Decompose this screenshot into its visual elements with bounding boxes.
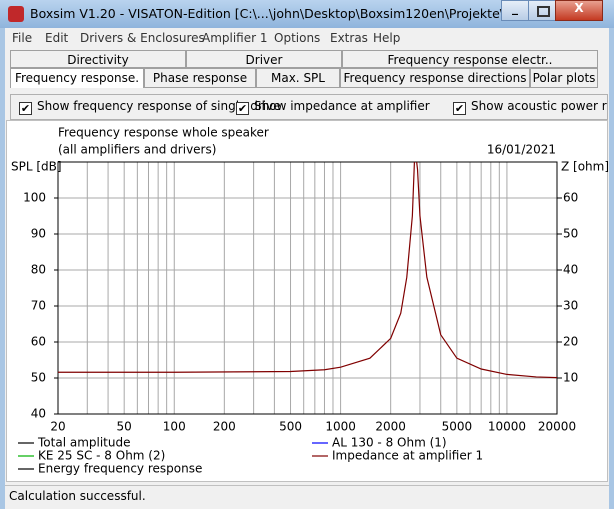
menu-item[interactable]: Drivers & Enclosures <box>80 31 205 45</box>
chart-subtitle: (all amplifiers and drivers) <box>58 143 216 157</box>
legend-label: Impedance at amplifier 1 <box>332 449 483 463</box>
title-bar: Boxsim V1.20 - VISATON-Edition [C:\...\j… <box>0 0 614 28</box>
y-tick-label: 80 <box>31 263 46 277</box>
tab[interactable]: Max. SPL <box>256 68 340 88</box>
x-tick-label: 20 <box>50 420 65 434</box>
y-tick-label: 40 <box>31 407 46 421</box>
window-title: Boxsim V1.20 - VISATON-Edition [C:\...\j… <box>30 6 579 21</box>
chart-title: Frequency response whole speaker <box>58 126 269 140</box>
option-label: Show acoustic power respon <box>471 99 607 113</box>
y2-axis-label: Z [ohm] <box>561 160 609 174</box>
status-bar <box>5 485 609 509</box>
menu-item[interactable]: Help <box>373 31 401 45</box>
tab[interactable]: Phase response <box>144 68 256 88</box>
x-tick-label: 5000 <box>442 420 473 434</box>
x-tick-label: 500 <box>279 420 302 434</box>
tab[interactable]: Frequency response electr.. <box>342 50 598 68</box>
option-checkbox[interactable]: ✔ Show acoustic power respon <box>453 99 607 115</box>
x-tick-label: 10000 <box>488 420 526 434</box>
x-tick-label: 50 <box>117 420 132 434</box>
menu-item[interactable]: Options <box>274 31 321 45</box>
menu-item[interactable]: Extras <box>330 31 368 45</box>
tab[interactable]: Frequency response. <box>10 68 144 88</box>
option-checkbox[interactable]: ✔ Show frequency response of single drive <box>19 99 281 115</box>
y2-tick-label: 20 <box>563 335 578 349</box>
y-axis-label: SPL [dB] <box>11 160 62 174</box>
legend-label: Total amplitude <box>37 436 130 450</box>
checkbox[interactable]: ✔ <box>236 102 249 115</box>
legend-label: AL 130 - 8 Ohm (1) <box>332 436 447 450</box>
option-label: Show impedance at amplifier <box>254 99 430 113</box>
legend-label: KE 25 SC - 8 Ohm (2) <box>38 449 165 463</box>
x-tick-label: 200 <box>213 420 236 434</box>
y-tick-label: 60 <box>31 335 46 349</box>
y2-tick-label: 30 <box>563 299 578 313</box>
menu-item[interactable]: File <box>12 31 33 45</box>
app-icon <box>8 6 24 22</box>
y2-tick-label: 60 <box>563 191 578 205</box>
checkbox[interactable]: ✔ <box>453 102 466 115</box>
y2-tick-label: 50 <box>563 227 578 241</box>
plot-frame <box>57 161 558 415</box>
menu-item[interactable]: Edit <box>45 31 69 45</box>
chart-date: 16/01/2021 <box>487 143 556 157</box>
y2-tick-label: 10 <box>563 371 578 385</box>
y-tick-label: 50 <box>31 371 46 385</box>
x-tick-label: 2000 <box>375 420 406 434</box>
menu-item[interactable]: Amplifier 1 <box>202 31 268 45</box>
x-tick-label: 100 <box>163 420 186 434</box>
y2-tick-label: 40 <box>563 263 578 277</box>
tab[interactable]: Polar plots <box>530 68 598 88</box>
options-panel: ✔ Show frequency response of single drive… <box>10 94 608 120</box>
legend-label: Energy frequency response <box>38 462 202 476</box>
tab[interactable]: Driver <box>186 50 342 68</box>
y-tick-label: 100 <box>23 191 46 205</box>
plot-panel <box>6 120 608 482</box>
x-tick-label: 1000 <box>325 420 356 434</box>
tab[interactable]: Frequency response directions <box>340 68 530 88</box>
option-checkbox[interactable]: ✔ Show impedance at amplifier <box>236 99 430 115</box>
x-tick-label: 20000 <box>538 420 576 434</box>
checkbox[interactable]: ✔ <box>19 102 32 115</box>
status-text: Calculation successful. <box>9 489 146 503</box>
close-button[interactable]: X <box>555 0 603 21</box>
maximize-button[interactable] <box>528 0 556 21</box>
tab[interactable]: Directivity <box>10 50 186 68</box>
option-label: Show frequency response of single drive <box>37 99 281 113</box>
y-tick-label: 90 <box>31 227 46 241</box>
y-tick-label: 70 <box>31 299 46 313</box>
data-line <box>58 162 557 379</box>
